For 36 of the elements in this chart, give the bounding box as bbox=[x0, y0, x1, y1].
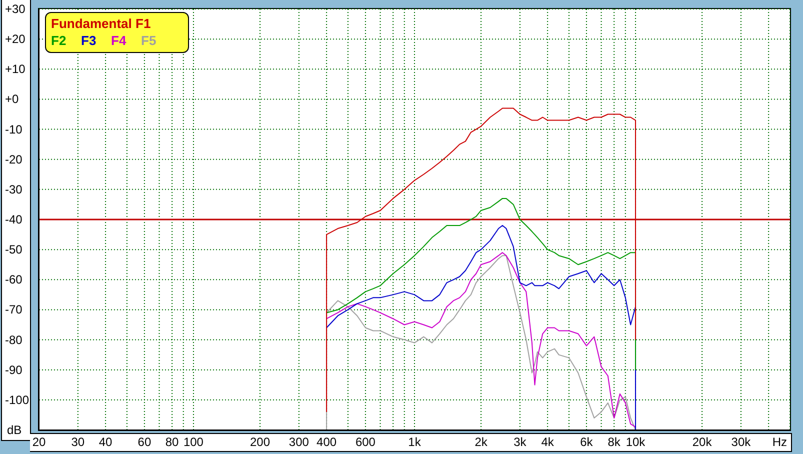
x-tick-label: 6k bbox=[580, 435, 594, 449]
x-tick-label: 1k bbox=[408, 435, 422, 449]
y-tick-label: -60 bbox=[5, 272, 23, 287]
y-tick-label: -70 bbox=[5, 302, 23, 317]
y-tick-label: -30 bbox=[5, 182, 23, 196]
y-tick-label: -40 bbox=[5, 212, 23, 226]
y-tick-label: +10 bbox=[5, 62, 26, 76]
y-tick-label: -80 bbox=[5, 332, 23, 347]
x-tick-label: 100 bbox=[183, 435, 204, 449]
x-tick-label: 400 bbox=[316, 435, 337, 449]
x-tick-label: 20k bbox=[692, 435, 713, 449]
x-tick-label: 10k bbox=[626, 435, 646, 449]
y-tick-label: +20 bbox=[5, 32, 26, 46]
legend-box: Fundamental F1 F2 F3 F4 F5 bbox=[45, 12, 189, 53]
x-tick-label: 200 bbox=[250, 435, 270, 449]
x-tick-label: 300 bbox=[288, 435, 310, 449]
x-tick-label: 600 bbox=[355, 435, 376, 449]
x-tick-label: 30k bbox=[731, 435, 752, 449]
x-axis-title: Hz bbox=[772, 435, 787, 450]
y-tick-label: -50 bbox=[5, 242, 23, 257]
x-tick-label: 2k bbox=[474, 435, 488, 449]
y-tick-label: -10 bbox=[5, 122, 23, 136]
x-tick-label: 30 bbox=[71, 435, 85, 449]
y-tick-label: -90 bbox=[5, 362, 23, 377]
y-tick-label: -20 bbox=[5, 152, 23, 166]
y-axis-title: dB bbox=[7, 423, 22, 438]
x-tick-label: 4k bbox=[541, 435, 555, 449]
y-tick-label: -100 bbox=[5, 392, 30, 407]
x-tick-label: 40 bbox=[98, 435, 113, 449]
x-tick-label: 20 bbox=[32, 435, 46, 449]
x-tick-label: 8k bbox=[608, 435, 622, 449]
x-tick-label: 3k bbox=[514, 435, 528, 449]
y-tick-label: +0 bbox=[5, 92, 20, 106]
y-tick-label: +30 bbox=[5, 2, 26, 16]
x-tick-label: 80 bbox=[165, 435, 180, 449]
x-tick-label: 60 bbox=[138, 435, 152, 449]
